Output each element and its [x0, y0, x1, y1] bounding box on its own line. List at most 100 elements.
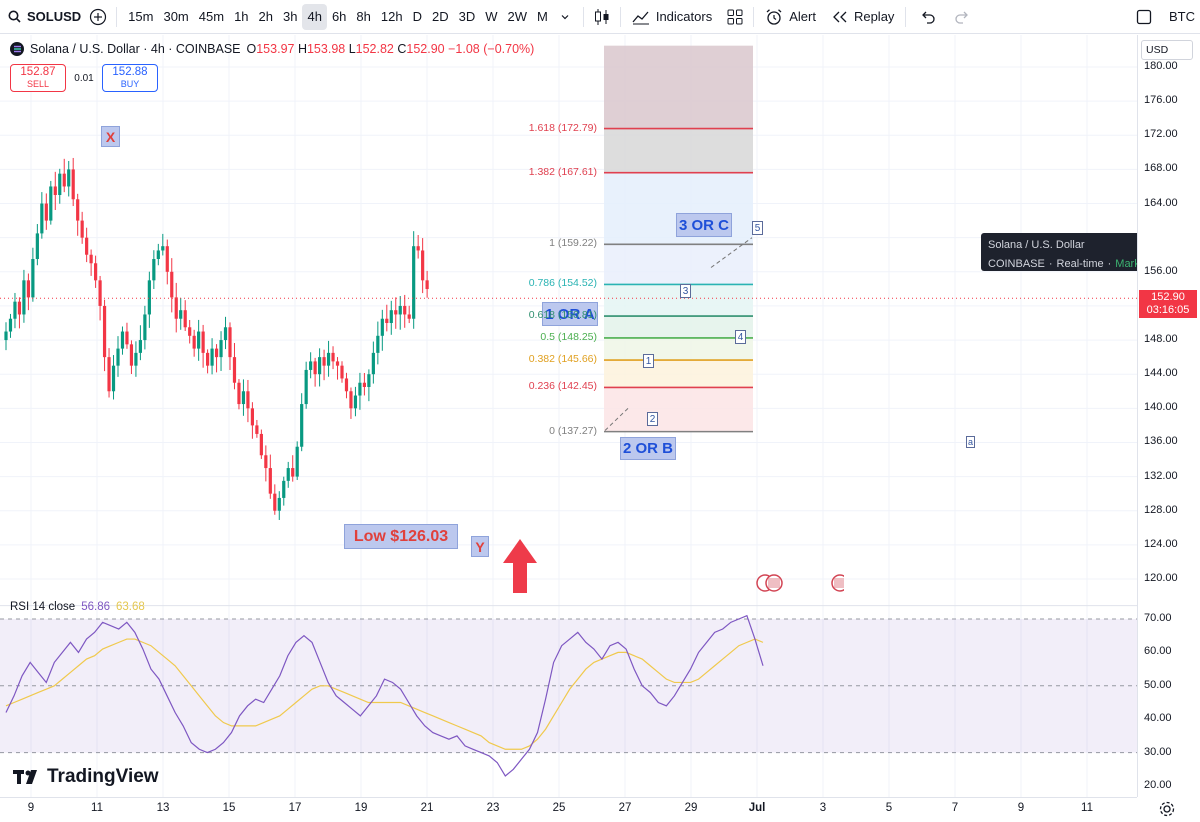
wave-1-marker[interactable]: 1: [643, 354, 654, 368]
time-tick: 9: [27, 802, 35, 814]
fib-level-label: 0.382 (145.66): [528, 353, 597, 366]
candle-body: [62, 173, 66, 187]
candle-body: [318, 357, 322, 375]
chart-canvas[interactable]: [0, 35, 1137, 797]
interval-w[interactable]: W: [485, 9, 498, 24]
gear-icon: [1159, 801, 1175, 817]
compare-symbol-tab[interactable]: BTC: [1164, 4, 1200, 30]
candle-body: [291, 468, 295, 477]
watermark-text: TradingView: [47, 766, 159, 787]
candle-body: [188, 327, 192, 336]
candle-body: [4, 331, 8, 341]
interval-d[interactable]: D: [412, 9, 422, 24]
interval-4h[interactable]: 4h: [302, 3, 327, 30]
chart-settings-button[interactable]: [1158, 800, 1176, 818]
solana-logo-icon: [10, 42, 24, 56]
chart-type-button[interactable]: [590, 4, 614, 30]
interval-15m[interactable]: 15m: [128, 9, 154, 24]
low-price-label[interactable]: Low $126.03: [344, 524, 458, 549]
wave-4-marker[interactable]: 4: [735, 330, 746, 344]
rsi-tick: 50.00: [1144, 678, 1172, 691]
compare-add-button[interactable]: [86, 4, 110, 30]
replay-button[interactable]: Replay: [827, 4, 899, 30]
wave-a-marker[interactable]: a: [966, 436, 975, 448]
price-tick: 128.00: [1144, 503, 1178, 516]
rsi-value: 56.86: [81, 601, 110, 613]
candle-body: [143, 314, 147, 341]
symbol-title[interactable]: Solana / U.S. Dollar · 4h · COINBASE: [30, 42, 241, 56]
interval-3h[interactable]: 3h: [283, 9, 298, 24]
price-tick: 176.00: [1144, 94, 1178, 107]
sell-button[interactable]: 152.87 SELL: [10, 64, 66, 92]
candle-body: [425, 280, 429, 290]
alert-button[interactable]: Alert: [760, 4, 821, 30]
currency-selector[interactable]: USD: [1141, 40, 1193, 60]
redo-button[interactable]: [950, 4, 974, 30]
candle-body: [80, 220, 84, 238]
candle-body: [358, 382, 362, 396]
interval-3d[interactable]: 3D: [458, 9, 476, 24]
wave-5-marker[interactable]: 5: [752, 221, 763, 235]
alarm-clock-icon: [766, 8, 782, 25]
up-arrow-icon[interactable]: [503, 539, 537, 598]
high-key: H: [297, 42, 307, 56]
price-axis[interactable]: 180.00 176.00 172.00 168.00 164.00 156.00 148.…: [1137, 35, 1200, 797]
interval-12h[interactable]: 12h: [380, 9, 403, 24]
candle-body: [273, 493, 277, 511]
interval-6h[interactable]: 6h: [331, 9, 347, 24]
candle-body: [322, 357, 326, 366]
buy-price: 152.88: [112, 66, 148, 78]
interval-dropdown[interactable]: [553, 4, 577, 30]
interval-m[interactable]: M: [537, 9, 548, 24]
layout-toggle-button[interactable]: [1132, 4, 1156, 30]
tradingview-logo[interactable]: TradingView: [13, 766, 159, 788]
fib-level-label: 0 (137.27): [549, 424, 597, 437]
rsi-tick: 30.00: [1144, 745, 1172, 758]
time-tick: 9: [1017, 802, 1025, 814]
wave-3-or-c-label[interactable]: 3 OR C: [676, 213, 732, 237]
divider: [619, 6, 621, 27]
candle-body: [31, 259, 35, 298]
rsi-legend[interactable]: RSI 14 close 56.86 63.68: [10, 601, 145, 613]
candle-body: [44, 203, 48, 221]
templates-button[interactable]: [723, 4, 747, 30]
interval-2w[interactable]: 2W: [507, 9, 528, 24]
candle-body: [326, 352, 331, 366]
candle-body: [340, 365, 344, 379]
wave-1-or-a-label[interactable]: 1 OR A: [542, 302, 598, 326]
candle-body: [394, 310, 398, 315]
interval-30m[interactable]: 30m: [163, 9, 189, 24]
wave-y-label[interactable]: Y: [471, 536, 489, 557]
candle-body: [125, 331, 129, 345]
interval-2d[interactable]: 2D: [431, 9, 449, 24]
price-tick: 124.00: [1144, 537, 1178, 550]
candle-body: [192, 335, 196, 349]
time-tick: 5: [885, 802, 893, 814]
time-axis[interactable]: 9 11 13 15 17 19 21 23 25 27 29 Jul 3 5 7 9 11: [0, 797, 1137, 822]
us-flag-icon: [765, 574, 783, 592]
candles-icon: [594, 8, 609, 25]
time-tick: 21: [420, 802, 434, 814]
candle-body: [17, 301, 22, 315]
fib-zone: [604, 316, 753, 338]
low-key: L: [348, 42, 356, 56]
interval-2h[interactable]: 2h: [258, 9, 273, 24]
candle-body: [116, 348, 120, 366]
wave-3-marker[interactable]: 3: [680, 284, 691, 298]
wave-2-or-b-label[interactable]: 2 OR B: [620, 437, 676, 460]
candle-body: [228, 327, 232, 358]
fib-level-label: 0.618 (150.81): [528, 309, 597, 322]
symbol-search[interactable]: SOLUSD: [0, 4, 86, 30]
undo-button[interactable]: [916, 4, 940, 30]
candle-body: [53, 186, 57, 195]
fib-level-label: 1.618 (172.79): [528, 121, 597, 134]
wave-x-label[interactable]: X: [101, 126, 120, 147]
interval-1h[interactable]: 1h: [234, 9, 249, 24]
interval-8h[interactable]: 8h: [356, 9, 371, 24]
square-icon: [1136, 9, 1152, 24]
indicators-button[interactable]: Indicators: [627, 4, 717, 30]
buy-button[interactable]: 152.88 BUY: [102, 64, 158, 92]
interval-45m[interactable]: 45m: [198, 9, 225, 24]
candle-body: [85, 237, 89, 255]
wave-2-marker[interactable]: 2: [647, 412, 658, 426]
